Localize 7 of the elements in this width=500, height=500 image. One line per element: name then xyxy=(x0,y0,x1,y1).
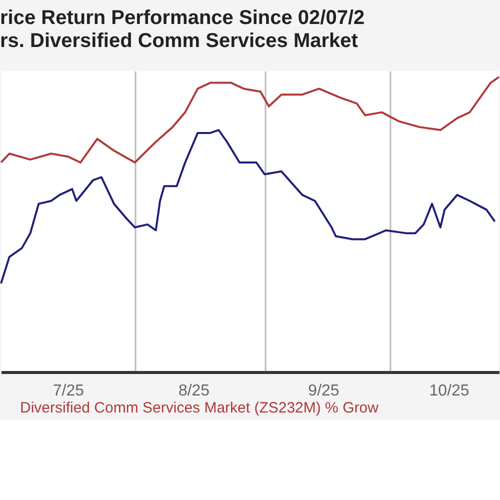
x-tick-label: 10/25 xyxy=(429,382,470,400)
chart-subtitle: rs. Diversified Comm Services Market xyxy=(0,30,358,52)
x-tick-label: 7/25 xyxy=(52,382,84,400)
x-tick-label: 9/25 xyxy=(308,382,340,400)
chart-title: rice Return Performance Since 02/07/2 xyxy=(0,7,365,29)
x-tick-label: 8/25 xyxy=(178,382,210,400)
text: Diversified Comm Services Market (ZS232M) % Grow xyxy=(20,400,379,416)
